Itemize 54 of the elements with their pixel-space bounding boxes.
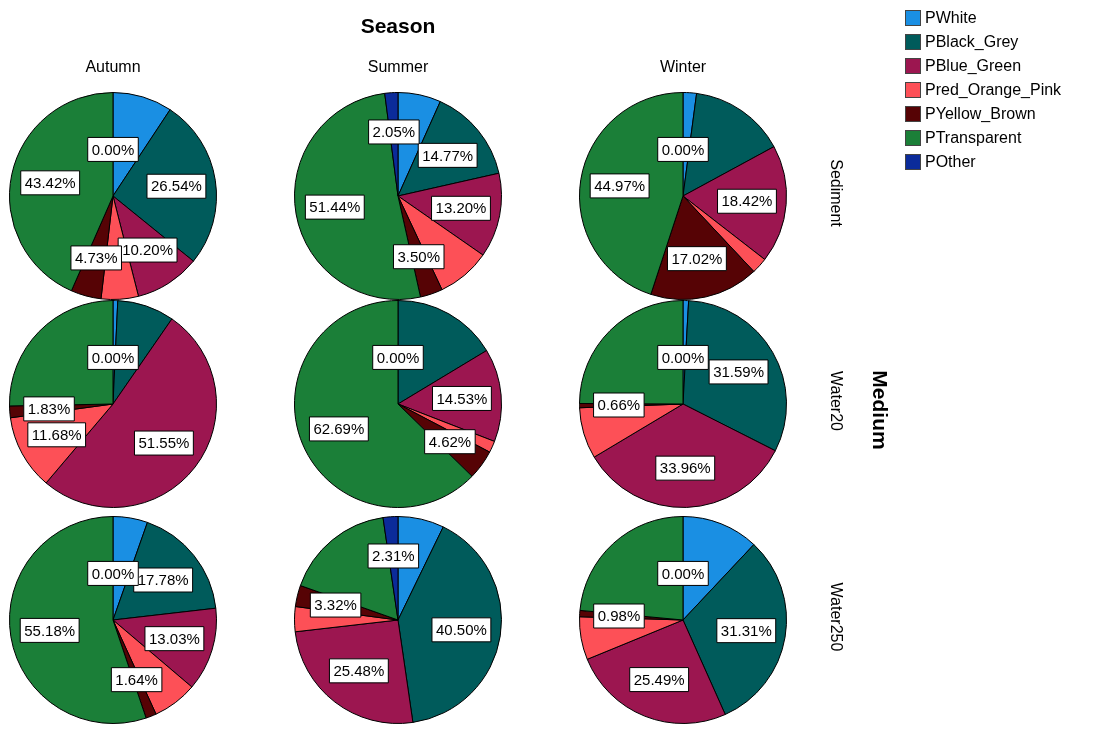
- legend-label: PBlack_Grey: [925, 32, 1019, 52]
- data-label: 2.31%: [372, 547, 415, 565]
- data-label: 62.69%: [313, 420, 365, 438]
- data-label: 0.66%: [597, 396, 641, 414]
- data-label: 25.48%: [333, 661, 385, 679]
- text: 0.00%: [91, 348, 135, 366]
- data-label: 44.97%: [594, 177, 646, 195]
- text: 0.00%: [661, 140, 705, 158]
- legend-label: PYellow_Brown: [925, 104, 1036, 124]
- text: 0.00%: [376, 348, 420, 366]
- data-label: 14.77%: [422, 146, 474, 164]
- legend-label: Pred_Orange_Pink: [925, 80, 1062, 100]
- data-label: 43.42%: [24, 173, 76, 191]
- text: 0.00%: [661, 348, 705, 366]
- data-label: 51.44%: [309, 198, 361, 216]
- text: Sediment: [827, 158, 845, 229]
- data-label: 0.98%: [597, 607, 641, 625]
- data-label: 25.49%: [633, 670, 685, 688]
- chart-title: Autumn: [84, 58, 142, 76]
- legend-label: PWhite: [925, 8, 977, 28]
- data-label: 2.05%: [372, 123, 416, 141]
- data-label: 31.59%: [713, 363, 765, 381]
- data-label: 51.55%: [138, 434, 190, 452]
- data-label: 13.20%: [435, 199, 487, 217]
- data-label: 1.64%: [115, 670, 158, 688]
- data-label: 33.96%: [659, 459, 711, 477]
- data-label: 1.83%: [27, 400, 71, 418]
- data-label: 3.32%: [314, 596, 357, 614]
- chart-title: Summer: [366, 58, 430, 76]
- data-label: 11.68%: [31, 425, 82, 443]
- data-label: 14.53%: [436, 389, 488, 407]
- text: Water250: [827, 581, 845, 654]
- text: Season: [359, 14, 437, 38]
- text: 0.00%: [91, 564, 135, 582]
- data-label: 17.78%: [137, 571, 189, 589]
- legend-label: PBlue_Green: [925, 56, 1022, 76]
- text: Winter: [658, 58, 708, 76]
- data-label: 55.18%: [24, 621, 76, 639]
- data-label: 3.50%: [397, 247, 441, 265]
- data-label: 17.02%: [671, 249, 723, 267]
- data-label: 31.31%: [720, 621, 772, 639]
- text: Water20: [827, 370, 845, 433]
- text: 0.00%: [661, 564, 705, 582]
- data-label: 18.42%: [721, 192, 773, 210]
- text: Medium: [868, 369, 892, 452]
- data-label: 10.20%: [122, 241, 174, 259]
- data-label: 40.50%: [435, 620, 487, 638]
- legend-label: POther: [925, 152, 976, 172]
- text: 0.00%: [91, 140, 135, 158]
- data-label: 13.03%: [148, 629, 200, 647]
- legend-label: PTransparent: [925, 128, 1022, 148]
- data-label: 26.54%: [150, 177, 202, 195]
- data-label: 4.73%: [74, 249, 118, 267]
- data-label: 4.62%: [428, 432, 472, 450]
